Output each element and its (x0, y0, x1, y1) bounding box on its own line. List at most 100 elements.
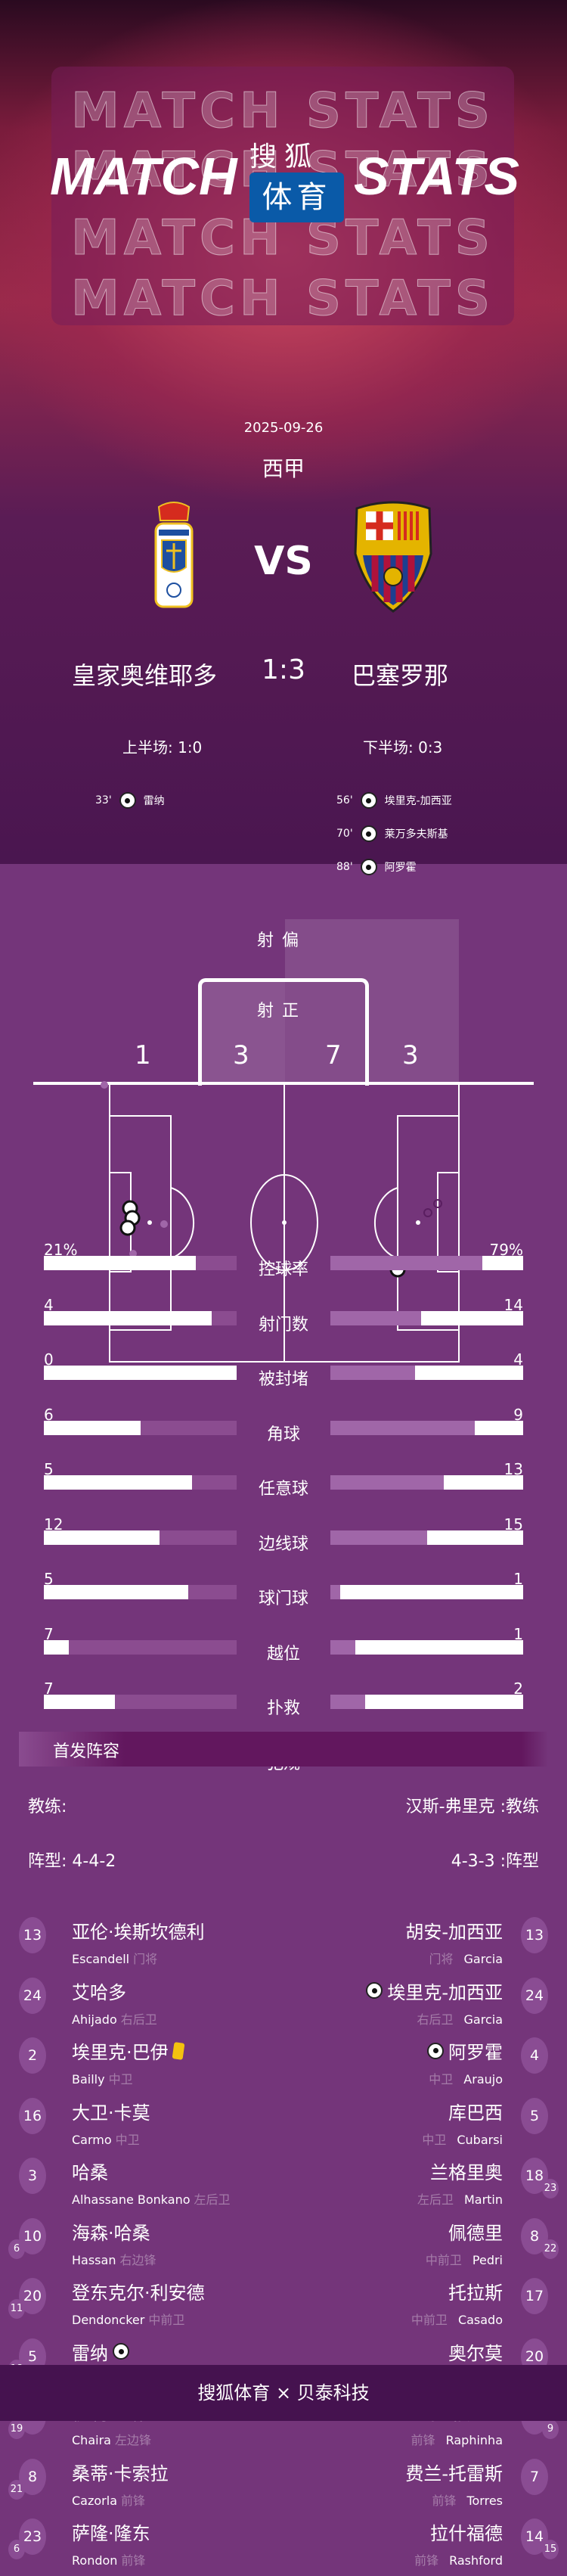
player-position: 中卫 (115, 2132, 140, 2147)
stat-row: 5 13 任意球 (0, 1460, 567, 1513)
substitute-number: 6 (8, 2239, 25, 2259)
footer: 搜狐体育 × 贝泰科技 (0, 2365, 567, 2421)
away-player-row: 17 托拉斯 中前卫 Casado (0, 2276, 567, 2335)
away-stat-bar-fill (444, 1475, 523, 1490)
stat-row: 6 9 角球 (0, 1406, 567, 1459)
home-player-row: 16 大卫·卡莫 Carmo 中卫 (0, 2096, 567, 2155)
away-coach: 汉斯-弗里克 :教练 (405, 1798, 539, 1816)
player-detail-line: Dendoncker 中前卫 (72, 2310, 188, 2328)
home-stat-bar-fill (44, 1366, 237, 1380)
goal-event: 56' 埃里克-加西亚 (336, 792, 452, 809)
versus-label: VS (254, 539, 313, 584)
player-number: 2 (19, 2037, 46, 2074)
player-position: 前锋 (414, 2553, 439, 2568)
soccer-ball-icon (366, 1982, 383, 1999)
player-english-name: Pedri (472, 2252, 503, 2267)
home-player-row: 3 哈桑 Alhassane Bonkano 左后卫 (0, 2156, 567, 2215)
goal-scorer: 阿罗霍 (384, 862, 417, 874)
goal-minute: 88' (336, 861, 353, 873)
away-player-row: 14 15 拉什福德 前锋 Rashford (0, 2517, 567, 2576)
league-name: 西甲 (262, 456, 305, 481)
away-formation: 4-3-3 :阵型 (451, 1852, 539, 1871)
player-detail-line: 前锋 Raphinha (407, 2430, 503, 2448)
goal-frame (198, 978, 369, 1086)
away-goal-list: 56' 埃里克-加西亚 70' 莱万多夫斯基 88' 阿罗霍 (336, 792, 452, 892)
home-stat-value: 5 (44, 1460, 54, 1478)
home-stat-bar-fill (44, 1695, 116, 1709)
away-team-name: 巴塞罗那 (352, 661, 449, 690)
player-detail-line: 前锋 Rashford (411, 2550, 503, 2568)
player-name: 托拉斯 (448, 2282, 503, 2304)
home-stat-bar (44, 1639, 237, 1655)
player-position: 中卫 (422, 2132, 447, 2147)
sports-logo-badge: 体育 (249, 172, 344, 222)
home-player-row: 20 11 登东克尔·利安德 Dendoncker 中前卫 (0, 2276, 567, 2335)
home-coach: 教练: (28, 1798, 67, 1816)
player-english-name: Ahijado (72, 2012, 117, 2027)
player-english-name: Torres (466, 2493, 503, 2508)
player-number: 18 (521, 2158, 548, 2194)
goal-shot-marker (119, 1220, 136, 1236)
player-name: 海森·哈桑 (72, 2222, 150, 2244)
player-position: 门将 (133, 1952, 158, 1966)
away-stat-value: 1 (513, 1570, 523, 1588)
player-name-line: 托拉斯 (448, 2278, 503, 2304)
player-english-name: Dendoncker (72, 2313, 145, 2327)
home-stat-bar (44, 1256, 237, 1270)
home-team-name: 皇家奥维耶多 (72, 661, 218, 690)
player-english-name: Garcia (463, 2012, 503, 2027)
away-player-row: 24 埃里克-加西亚 右后卫 Garcia (0, 1976, 567, 2035)
player-detail-line: Ahijado 右后卫 (72, 2009, 161, 2028)
substitute-number: 9 (542, 2419, 559, 2439)
home-shots-off: 1 (135, 1040, 151, 1070)
footer-text: 搜狐体育 × 贝泰科技 (197, 2382, 370, 2404)
player-position: 中卫 (429, 2072, 454, 2087)
player-name-line: 兰格里奥 (430, 2158, 503, 2184)
soccer-ball-icon (427, 2042, 444, 2059)
stat-row: 7 2 扑救 (0, 1680, 567, 1732)
home-stat-value: 5 (44, 1570, 54, 1588)
away-stat-bar-fill (415, 1366, 523, 1380)
home-stat-bar (44, 1695, 237, 1709)
stat-label: 任意球 (258, 1480, 308, 1499)
player-detail-line: Alhassane Bonkano 左后卫 (72, 2189, 234, 2208)
shots-off-label: 射 偏 (257, 931, 300, 950)
stat-row: 4 14 射门数 (0, 1296, 567, 1349)
sohu-logo-text: 搜狐 (249, 141, 320, 172)
home-stat-bar (44, 1420, 237, 1435)
player-name-line: 哈桑 (72, 2158, 108, 2184)
home-stat-bar-fill (44, 1639, 70, 1655)
player-english-name: Escandell (72, 1952, 130, 1966)
player-detail-line: Hassan 右边锋 (72, 2250, 160, 2268)
away-stat-bar-fill (420, 1310, 523, 1325)
player-detail-line: 中前卫 Pedri (422, 2250, 503, 2268)
player-detail-line: Bailly 中卫 (72, 2069, 137, 2087)
stat-label: 角球 (266, 1425, 300, 1444)
goal-event: 70' 莱万多夫斯基 (336, 825, 452, 842)
player-name: 佩德里 (448, 2222, 503, 2244)
player-detail-line: Carmo 中卫 (72, 2130, 144, 2148)
player-detail-line: 中前卫 Casado (407, 2310, 503, 2328)
home-player-row: 10 6 海森·哈桑 Hassan 右边锋 (0, 2217, 567, 2276)
banner-title-right: STATS (354, 147, 520, 206)
player-detail-line: 门将 Garcia (426, 1949, 503, 1967)
shot-marker (129, 1250, 137, 1257)
away-player-row: 7 费兰-托雷斯 前锋 Torres (0, 2457, 567, 2516)
stat-label: 扑救 (266, 1699, 300, 1718)
soccer-ball-icon (360, 792, 377, 809)
player-position: 左后卫 (194, 2192, 231, 2207)
away-stat-bar (330, 1475, 523, 1490)
player-name-line: 亚伦·埃斯坎德利 (72, 1917, 205, 1944)
second-half-score: 下半场: 0:3 (363, 738, 443, 757)
goal-scorer: 埃里克-加西亚 (384, 795, 452, 807)
player-english-name: Raphinha (445, 2433, 503, 2447)
player-name: 哈桑 (72, 2162, 108, 2183)
away-player-row: 18 23 兰格里奥 左后卫 Martin (0, 2156, 567, 2215)
player-name-line: 登东克尔·利安德 (72, 2278, 205, 2304)
shot-marker (423, 1208, 432, 1217)
away-shots-off: 3 (402, 1040, 419, 1070)
shot-map-pitch (33, 1081, 534, 1363)
player-name-line: 艾哈多 (72, 1978, 126, 2004)
player-english-name: Carmo (72, 2132, 112, 2147)
player-name: 奥尔莫 (448, 2342, 503, 2364)
